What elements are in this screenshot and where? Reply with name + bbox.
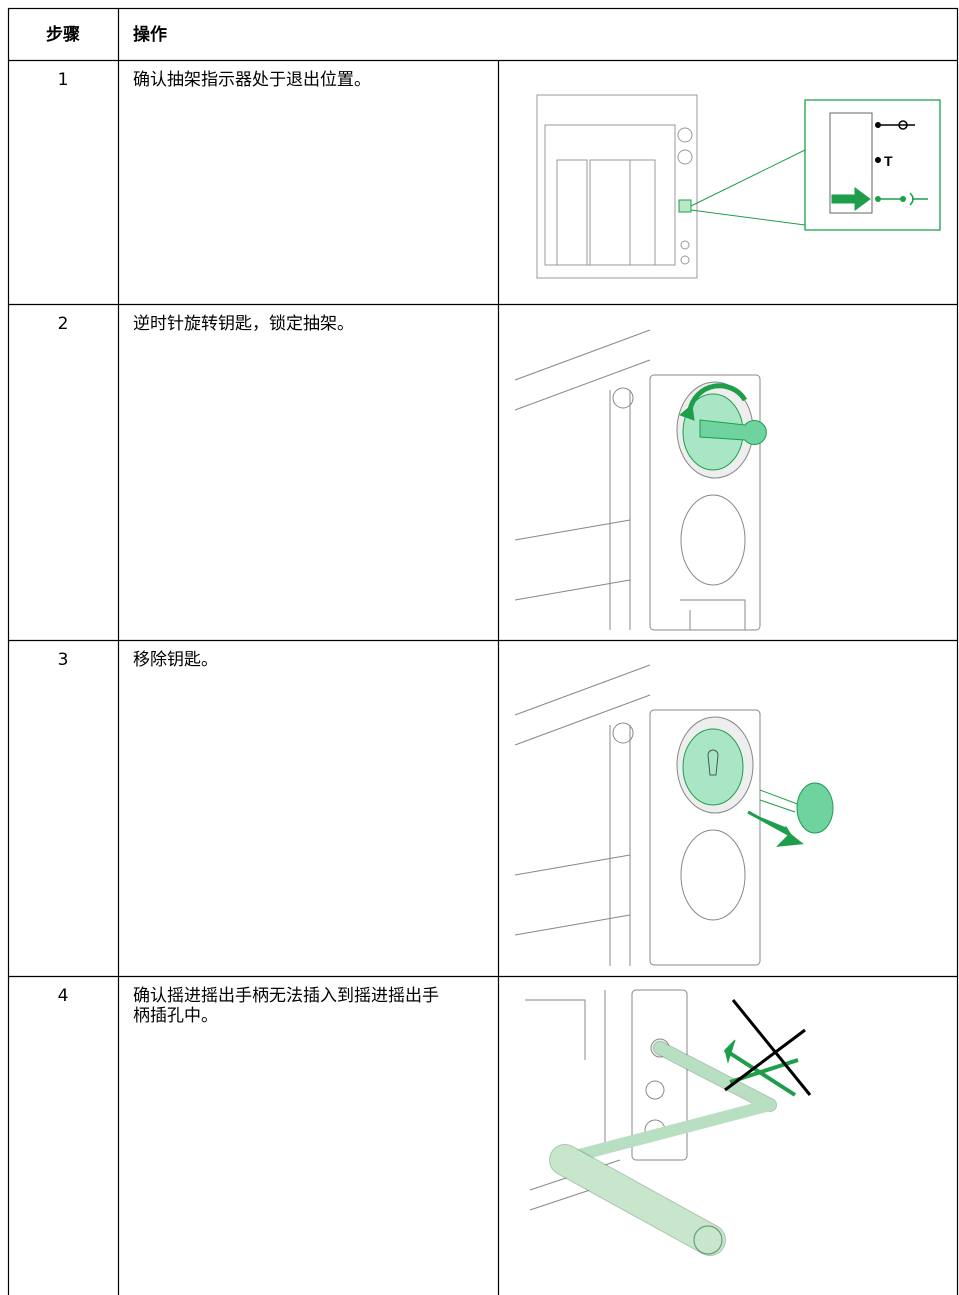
step-number: 2: [57, 314, 69, 334]
step-action: 逆时针旋转钥匙，锁定抽架。: [133, 314, 354, 334]
figure-crank-handle: [525, 990, 810, 1254]
step-action: 移除钥匙。: [133, 650, 218, 670]
step-action: 确认抽架指示器处于退出位置。: [133, 70, 371, 90]
step-number: 4: [57, 986, 69, 1006]
header-step: 步骤: [46, 25, 80, 45]
header-action: 操作: [133, 25, 167, 45]
figure-remove-key: [515, 665, 833, 966]
step-action: 确认摇进摇出手柄无法插入到摇进摇出手柄插孔中。: [133, 986, 439, 1026]
figure-drawer-indicator: [537, 95, 940, 278]
step-number: 3: [57, 650, 69, 670]
step-number: 1: [57, 70, 69, 90]
figure-label: T: [884, 153, 893, 169]
figure-lock-key: [515, 330, 766, 630]
